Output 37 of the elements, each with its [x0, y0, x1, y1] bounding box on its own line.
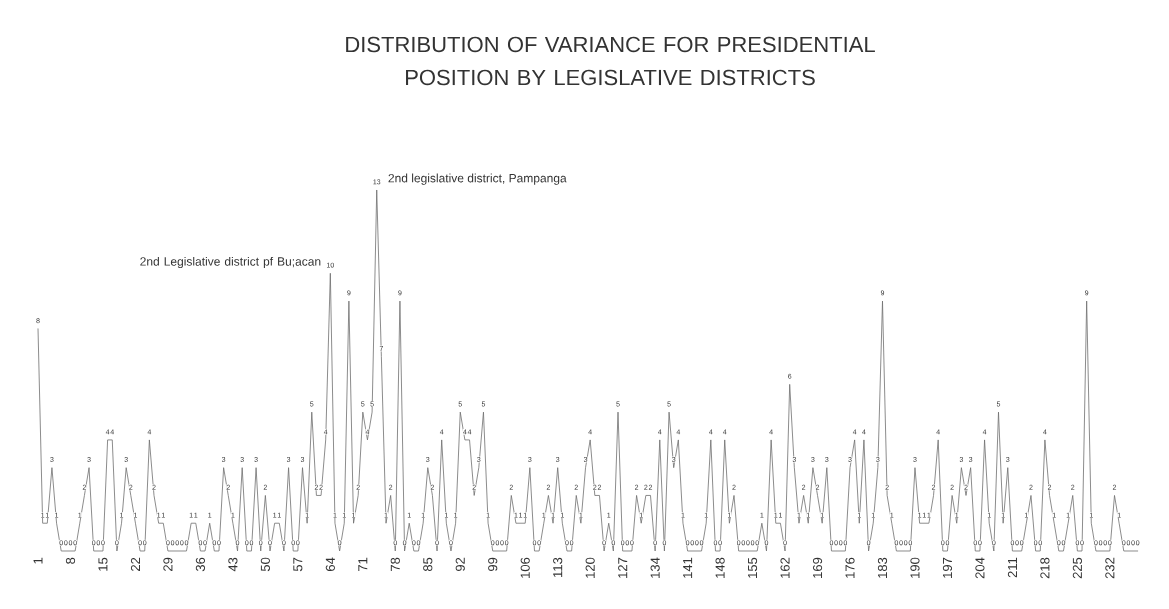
x-tick-label: 15 — [98, 557, 108, 571]
x-tick-label: 99 — [488, 557, 498, 572]
text: 2nd legislative district, Pampanga — [388, 173, 567, 185]
x-tick-label: 120 — [585, 557, 595, 578]
x-tick-label: 22 — [130, 557, 140, 571]
chart-title: DISTRIBUTION OF VARIANCE FOR PRESIDENTIAL POSITION BY LEGISLATIVE DISTRICTS — [346, 36, 875, 86]
x-tick-label: 43 — [228, 557, 238, 572]
x-tick-label: 190 — [910, 557, 920, 578]
x-tick-label: 8 — [65, 557, 76, 564]
x-tick-label: 197 — [942, 557, 953, 578]
x-tick-label: 204 — [975, 557, 985, 579]
x-tick-label: 169 — [812, 557, 823, 578]
x-tick-label: 141 — [683, 557, 693, 578]
x-tick-label: 106 — [520, 557, 530, 578]
x-tick-label: 183 — [877, 557, 888, 578]
x-tick-label: 57 — [293, 557, 303, 572]
annotation: 2nd Legislative district pf Bu;acan — [140, 256, 321, 269]
x-tick-label: 127 — [618, 557, 628, 578]
x-tick-label: 36 — [195, 557, 206, 572]
x-tick-label: 50 — [260, 557, 270, 572]
x-tick-label: 162 — [780, 557, 790, 578]
x-tick-label: 92 — [455, 557, 465, 572]
x-tick-label: 85 — [423, 557, 433, 572]
x-tick-label: 134 — [650, 557, 660, 578]
x-tick-label: 225 — [1072, 557, 1082, 579]
x-tick-label: 211 — [1007, 557, 1017, 578]
x-tick-label: 232 — [1105, 557, 1115, 579]
x-tick-label: 29 — [163, 557, 173, 571]
x-tick-label: 1 — [33, 557, 43, 564]
x-tick-label: 218 — [1040, 557, 1050, 579]
x-tick-label: 71 — [358, 557, 368, 571]
x-tick-label: 64 — [325, 557, 335, 571]
x-tick-label: 113 — [553, 557, 563, 577]
x-tick-label: 176 — [845, 557, 855, 578]
x-tick-label: 155 — [748, 557, 758, 578]
x-tick-label: 78 — [390, 557, 400, 571]
x-tick-label: 148 — [715, 557, 725, 578]
